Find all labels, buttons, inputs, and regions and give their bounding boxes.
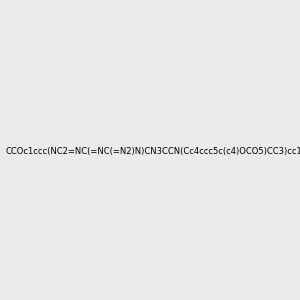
Text: CCOc1ccc(NC2=NC(=NC(=N2)N)CN3CCN(Cc4ccc5c(c4)OCO5)CC3)cc1: CCOc1ccc(NC2=NC(=NC(=N2)N)CN3CCN(Cc4ccc5… <box>5 147 300 156</box>
